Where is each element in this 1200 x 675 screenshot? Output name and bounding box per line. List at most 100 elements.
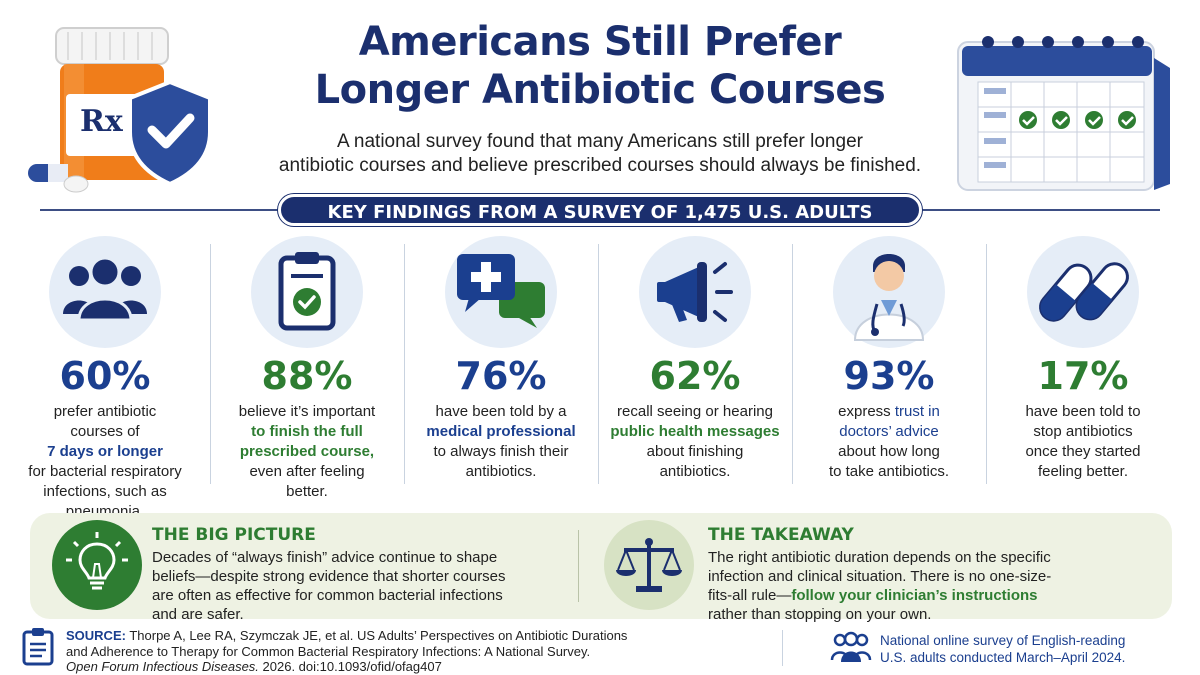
rx-label: Rx	[80, 104, 123, 139]
stat-divider	[986, 244, 987, 484]
calendar-icon	[957, 36, 1170, 191]
source-journal: Open Forum Infectious Diseases.	[66, 659, 259, 674]
big-picture-text: Decades of “always finish” advice contin…	[152, 548, 572, 624]
stat-value: 17%	[1037, 354, 1129, 398]
stat-highlight: public health messages	[610, 423, 780, 440]
stat-line: stop antibiotics	[1033, 423, 1133, 440]
survey-note: National online survey of English-readin…	[880, 632, 1180, 666]
stat-value: 60%	[59, 354, 151, 398]
stat-divider	[210, 244, 211, 484]
text-line: and are safer.	[152, 606, 244, 623]
capsule-icon	[1027, 236, 1139, 348]
stat-line: about how long	[838, 443, 940, 460]
stat-line: express trust in	[838, 403, 940, 420]
stat-line: about finishing	[646, 443, 744, 460]
megaphone-icon	[639, 236, 751, 348]
big-picture-block: THE BIG PICTURE Decades of “always finis…	[152, 525, 572, 624]
stat-line: recall seeing or hearing	[617, 403, 773, 420]
footer-divider	[782, 630, 783, 666]
stat-divider	[404, 244, 405, 484]
text-line: beliefs—despite strong evidence that sho…	[152, 568, 506, 585]
source-line: Open Forum Infectious Diseases. 2026. do…	[66, 659, 706, 675]
stat-line: antibiotics.	[659, 463, 731, 480]
page-subtitle: A national survey found that many Americ…	[230, 130, 970, 178]
stat-value: 93%	[843, 354, 935, 398]
stat-divider	[598, 244, 599, 484]
stat-description: prefer antibiotic courses of 7 days or l…	[10, 402, 200, 522]
stat-card-62: 62% recall seeing or hearing public heal…	[600, 236, 790, 506]
stat-line: to always finish their	[433, 443, 569, 460]
stat-line: even after feeling	[249, 463, 365, 480]
stat-highlight: prescribed course,	[239, 443, 375, 460]
stat-line: prefer antibiotic	[53, 403, 157, 420]
text-line: rather than stopping on your own.	[708, 606, 932, 623]
source-text: Thorpe A, Lee RA, Szymczak JE, et al. US…	[129, 628, 628, 643]
stat-line: have been told to	[1025, 403, 1141, 420]
stat-line: antibiotics.	[465, 463, 537, 480]
stat-highlight: trust in	[894, 403, 940, 420]
source-line: and Adherence to Therapy for Common Bact…	[66, 643, 591, 659]
stat-highlight: to finish the full	[251, 423, 363, 440]
panel-divider	[578, 530, 579, 602]
text-line: are often as effective for common bacter…	[152, 587, 503, 604]
stat-description: have been told to stop antibiotics once …	[988, 402, 1178, 482]
stat-line: to take antibiotics.	[828, 463, 950, 480]
stat-description: have been told by a medical professional…	[406, 402, 596, 482]
stat-highlight: medical professional	[426, 423, 576, 440]
text-fragment: fits-all rule—	[708, 587, 792, 604]
takeaway-heading: THE TAKEAWAY	[708, 525, 854, 545]
subtitle-line-2: antibiotic courses and believe prescribe…	[278, 155, 922, 176]
stat-line: courses of	[70, 423, 140, 440]
pill-bottle-shield-illustration	[28, 27, 212, 193]
text-line: infection and clinical situation. There …	[708, 568, 1052, 585]
stat-line: once they started	[1025, 443, 1141, 460]
text-line: The right antibiotic duration depends on…	[708, 549, 1051, 566]
source-line: SOURCE: Thorpe A, Lee RA, Szymczak JE, e…	[66, 628, 706, 644]
source-label: SOURCE:	[66, 628, 126, 643]
clipboard-icon	[22, 628, 54, 666]
lightbulb-icon	[52, 520, 142, 610]
title-line-2: Longer Antibiotic Courses	[314, 67, 886, 113]
survey-line: National online survey of English-readin…	[880, 633, 1126, 648]
stat-card-17: 17% have been told to stop antibiotics o…	[988, 236, 1178, 506]
stat-highlight: 7 days or longer	[47, 443, 163, 460]
stat-line: feeling better.	[1037, 463, 1129, 480]
people-icon	[830, 631, 872, 662]
takeaway-text: The right antibiotic duration depends on…	[708, 548, 1158, 624]
page-title: Americans Still Prefer Longer Antibiotic…	[250, 18, 950, 114]
doctor-icon	[833, 236, 945, 348]
stat-line: infections, such as	[43, 483, 167, 500]
stat-divider	[792, 244, 793, 484]
big-picture-heading: THE BIG PICTURE	[152, 525, 316, 545]
title-line-1: Americans Still Prefer	[358, 19, 842, 65]
key-findings-banner: KEY FINDINGS FROM A SURVEY OF 1,475 U.S.…	[278, 194, 922, 226]
stat-line: have been told by a	[435, 403, 567, 420]
takeaway-block: THE TAKEAWAY The right antibiotic durati…	[708, 525, 1158, 624]
stat-card-60: 60% prefer antibiotic courses of 7 days …	[10, 236, 200, 520]
text-line: Decades of “always finish” advice contin…	[152, 549, 498, 566]
stat-line: better.	[286, 483, 328, 500]
survey-line: U.S. adults conducted March–April 2024.	[880, 650, 1126, 665]
medical-chat-icon	[445, 236, 557, 348]
summary-panel	[30, 513, 1172, 619]
stat-card-88: 88% believe it’s important to finish the…	[212, 236, 402, 506]
subtitle-line-1: A national survey found that many Americ…	[337, 131, 863, 152]
stat-card-76: 76% have been told by a medical professi…	[406, 236, 596, 506]
stat-value: 76%	[455, 354, 547, 398]
source-citation: SOURCE: Thorpe A, Lee RA, Szymczak JE, e…	[66, 628, 706, 675]
stat-highlight: doctors’ advice	[839, 423, 939, 440]
stat-value: 62%	[649, 354, 741, 398]
stat-description: express trust in doctors’ advice about h…	[794, 402, 984, 482]
source-doi: 2026. doi:10.1093/ofid/ofag407	[258, 659, 442, 674]
stat-value: 88%	[261, 354, 353, 398]
stat-description: believe it’s important to finish the ful…	[212, 402, 402, 502]
stat-line: believe it’s important	[238, 403, 376, 420]
stat-card-93: 93% express trust in doctors’ advice abo…	[794, 236, 984, 506]
clipboard-check-icon	[251, 236, 363, 348]
balance-scale-icon	[604, 520, 694, 610]
text-line: fits-all rule—follow your clinician’s in…	[708, 586, 1158, 605]
takeaway-highlight: follow your clinician’s instructions	[791, 587, 1038, 604]
stat-line: for bacterial respiratory	[28, 463, 182, 480]
stat-description: recall seeing or hearing public health m…	[600, 402, 790, 482]
people-group-icon	[49, 236, 161, 348]
